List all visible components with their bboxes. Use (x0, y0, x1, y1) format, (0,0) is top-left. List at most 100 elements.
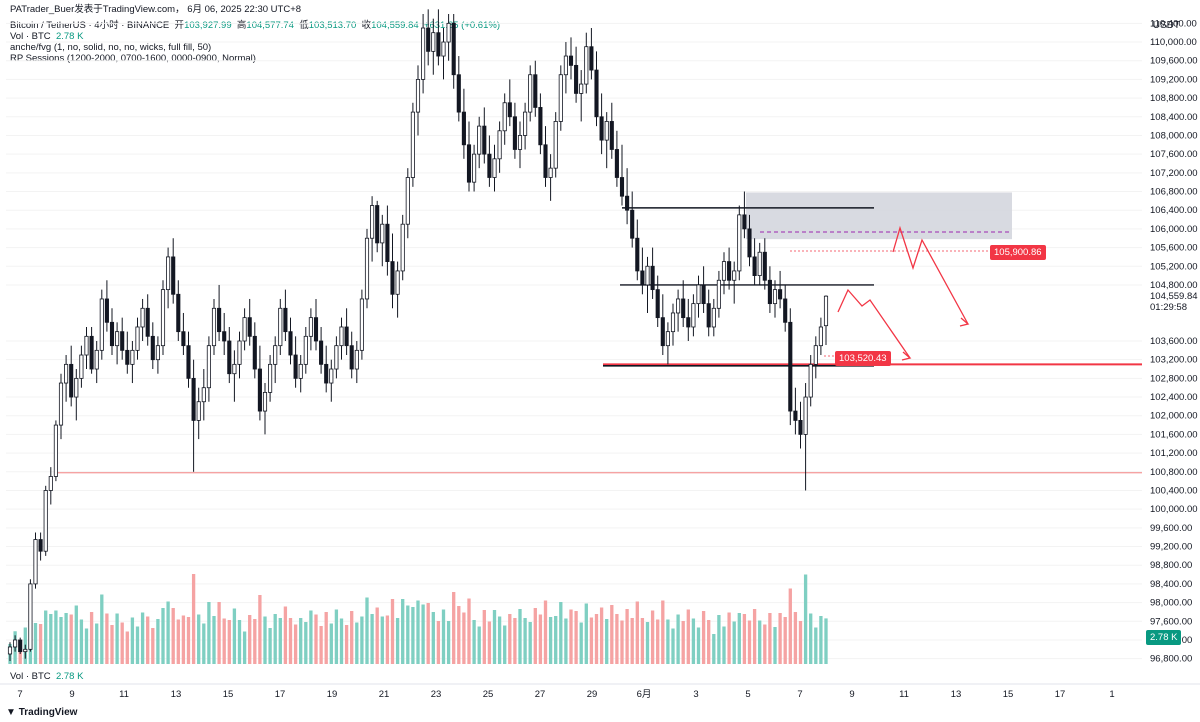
candle-body (487, 153, 492, 178)
candle-body (329, 368, 334, 384)
volume-bar (69, 614, 73, 664)
time-axis[interactable]: 7 9 11 13 15 17 19 21 23 25 27 29 6月 3 5 7 9 11 13 15 17 1 (0, 683, 1200, 700)
fvg-indicator-label: anche/fvg (1, no, solid, no, no, wicks, … (10, 42, 212, 53)
projection-arrow-1 (837, 288, 911, 359)
price-axis[interactable]: 110,400.00 110,000.00 109,600.00 109,200.00… (1150, 18, 1198, 664)
price-tick-label: 106,800.00 (1150, 187, 1198, 198)
volume-bar (467, 598, 471, 664)
candle-body (145, 307, 150, 337)
candle-body (670, 312, 676, 333)
volume-bar (344, 625, 349, 664)
candle-body (33, 539, 38, 585)
candle-body (268, 363, 273, 393)
tradingview-logo[interactable]: ▼ TradingView (6, 707, 77, 718)
volume-bar (752, 609, 757, 664)
time-tick-label: 13 (171, 689, 182, 700)
volume-bar (79, 619, 84, 664)
price-tick-label: 104,800.00 (1150, 280, 1198, 291)
candle-body (431, 32, 436, 52)
volume-bar (446, 621, 451, 664)
candle-body (140, 307, 145, 328)
countdown-label: 01:29:58 (1150, 302, 1187, 313)
candle-body (436, 32, 441, 57)
price-tick-label: 107,600.00 (1150, 149, 1198, 160)
volume-bar (329, 623, 333, 664)
volume-bar (89, 612, 94, 664)
price-tag-105900: 105,900.86 (990, 245, 1046, 260)
candle-body (334, 345, 339, 370)
volume-bar (569, 609, 573, 664)
volume-bar (773, 627, 777, 664)
candle-body (222, 331, 227, 342)
candle-body (171, 256, 176, 295)
candle-body (472, 153, 477, 183)
candle-body (293, 354, 298, 379)
volume-bar (110, 625, 114, 664)
volume-bar (625, 609, 629, 664)
candle-body (614, 149, 619, 178)
volume-bar (564, 618, 568, 664)
candle-body (160, 289, 166, 347)
candle-body (89, 335, 94, 370)
candle-body (426, 27, 431, 52)
volume-bar (309, 610, 313, 664)
volume-bar (390, 599, 395, 664)
candle-body (762, 251, 767, 281)
time-tick-label: 7 (797, 689, 802, 700)
candle-body (319, 340, 324, 365)
candle-body (252, 335, 257, 370)
candle-body (691, 303, 696, 328)
volume-bar (809, 613, 813, 664)
candle-body (186, 345, 191, 379)
candle-body (497, 130, 502, 160)
currency-button[interactable]: USDT (1152, 20, 1180, 31)
candle-body (579, 83, 584, 94)
price-tick-label: 106,000.00 (1150, 224, 1198, 235)
time-tick-label: 19 (327, 689, 338, 700)
candle-body (727, 261, 732, 281)
volume-bar (380, 616, 384, 664)
price-tick-label: 100,800.00 (1150, 467, 1198, 478)
symbol-name[interactable]: Bitcoin / TetherUS · 4小时 · BINANCE (10, 20, 170, 31)
candle-body (528, 74, 533, 113)
volume-footer: Vol · BTC 2.78 K (10, 671, 83, 682)
sessions-indicator-line[interactable]: RP Sessions (1200-2000, 0700-1600, 0000-… (10, 53, 256, 64)
time-tick-label: 1 (1109, 689, 1114, 700)
time-tick-label: 27 (535, 689, 546, 700)
fvg-indicator-line[interactable]: anche/fvg (1, no, solid, no, no, wicks, … (10, 42, 211, 53)
grid (6, 22, 1142, 660)
volume-bar (584, 603, 588, 664)
volume-bar (793, 612, 798, 664)
volume-bar (742, 614, 747, 664)
volume-bar (299, 618, 303, 664)
supply-zone-layer (746, 192, 1012, 240)
volume-bar (74, 605, 78, 664)
price-tick-label: 103,600.00 (1150, 336, 1198, 347)
candle-body (568, 55, 574, 66)
candle-body (313, 317, 319, 342)
volume-bar (452, 592, 456, 664)
volume-bar (156, 619, 160, 664)
time-tick-label: 7 (17, 689, 22, 700)
candle-body (676, 298, 681, 314)
last-price-label: 104,559.84 (1150, 291, 1198, 302)
high-value: 104,577.74 (246, 20, 294, 31)
volume-bar (732, 621, 736, 664)
tv-logo-text: TradingView (18, 707, 78, 718)
volume-bar (293, 624, 298, 664)
time-tick-label: 23 (431, 689, 442, 700)
candle-body (721, 261, 727, 281)
volume-bar (33, 623, 38, 664)
candle-body (778, 289, 783, 300)
candle-body (645, 265, 650, 286)
candle-body (451, 22, 456, 76)
time-tick-label: 17 (275, 689, 286, 700)
volume-indicator-line[interactable]: Vol · BTC 2.78 K (10, 31, 83, 42)
candle-body (273, 345, 278, 365)
tv-logo-icon: ▼ (6, 707, 16, 718)
candle-body (640, 270, 645, 286)
price-tick-label: 110,400.00 (1150, 18, 1197, 29)
supply-zone (746, 192, 1012, 240)
volume-bar (283, 606, 288, 664)
